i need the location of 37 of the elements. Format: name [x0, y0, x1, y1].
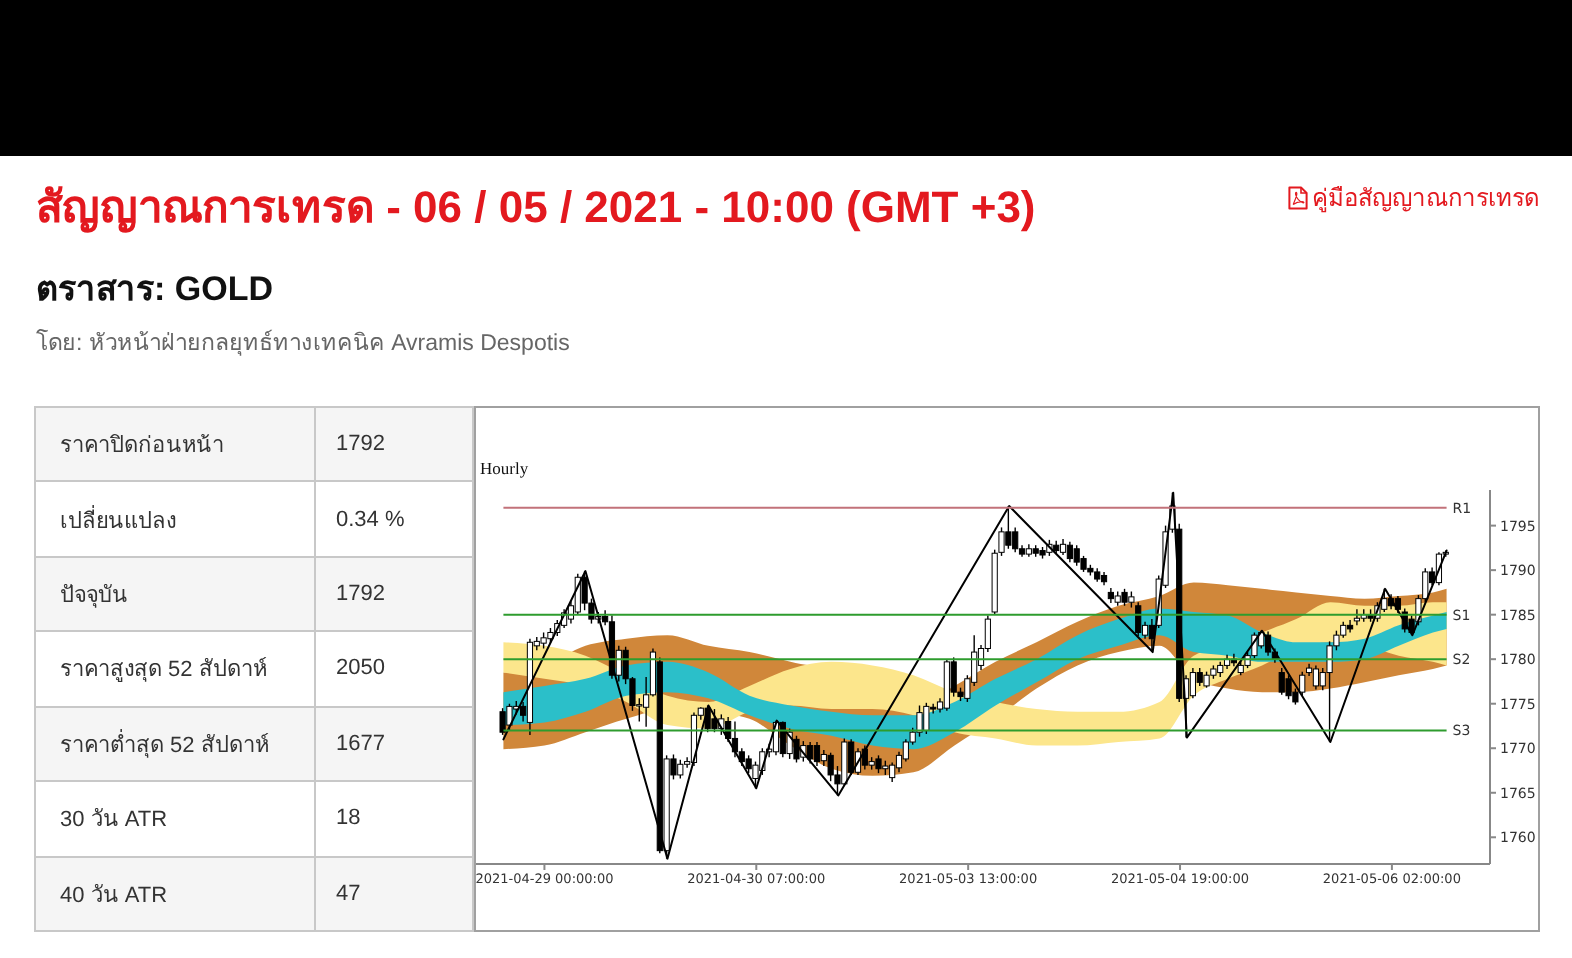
candlestick — [916, 704, 923, 738]
candlestick — [807, 741, 814, 765]
candlestick — [841, 737, 848, 787]
candlestick — [1312, 664, 1320, 691]
candlestick — [1278, 667, 1285, 696]
text: ปัจจุบัน — [60, 582, 128, 613]
text: 2050 — [336, 656, 385, 681]
text: 1792 — [336, 582, 385, 607]
candlestick — [1285, 674, 1292, 700]
candlestick — [711, 708, 718, 733]
candlestick — [1073, 544, 1080, 567]
text: 47 — [336, 881, 361, 906]
candlestick — [1353, 608, 1361, 627]
candlestick — [1299, 670, 1306, 697]
text: 18 — [336, 806, 361, 831]
candlestick — [1005, 505, 1012, 550]
text: 0.34 % — [336, 507, 405, 532]
text: 1792 — [336, 432, 385, 457]
text: ราคาต่ำสุด 52 สัปดาห์ — [60, 727, 269, 762]
text: คู่มือสัญญาณการเทรด — [1312, 184, 1540, 212]
chart-title: Hourly — [480, 458, 529, 478]
text: ตราสาร: GOLD — [36, 270, 273, 308]
text: 40 วัน ATR — [60, 881, 168, 912]
candlestick — [1066, 540, 1073, 563]
text: ราคาปิดก่อนหน้า — [60, 432, 224, 463]
text: โดย: หัวหน้าฝ่ายกลยุทธ์ทางเทคนิค Avramis Despotis — [36, 332, 570, 356]
candlestick — [786, 727, 793, 760]
text: ราคาสูงสุด 52 สัปดาห์ — [60, 655, 267, 687]
text: 1677 — [336, 731, 385, 756]
candlestick — [677, 759, 684, 780]
candlestick — [793, 735, 800, 764]
candlestick — [813, 741, 821, 767]
candlestick — [943, 658, 950, 712]
text: เปลี่ยนแปลง — [60, 503, 176, 538]
text: 30 วัน ATR — [60, 806, 168, 837]
text: สัญญาณการเทรด - 06 / 05 / 2021 - 10:00 (GMT +3) — [36, 182, 1036, 232]
candlestick — [923, 702, 930, 735]
